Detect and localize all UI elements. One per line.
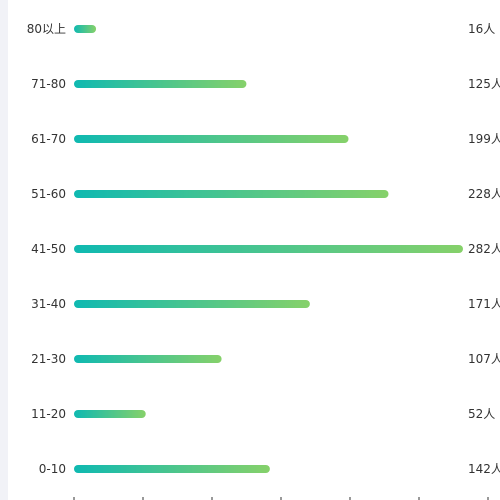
bar-0-10 [74, 465, 270, 473]
category-label: 61-70 [31, 132, 66, 146]
x-axis [73, 496, 500, 500]
bar-80以上 [74, 25, 97, 33]
bars-layer [74, 25, 463, 473]
category-label: 21-30 [31, 352, 66, 366]
value-label: 142人 [468, 462, 500, 476]
value-label: 171人 [468, 297, 500, 311]
bar-31-40 [74, 300, 310, 308]
category-label: 31-40 [31, 297, 66, 311]
category-label: 51-60 [31, 187, 66, 201]
value-label: 228人 [468, 187, 500, 201]
category-label: 11-20 [31, 407, 66, 421]
bar-21-30 [74, 355, 222, 363]
category-label: 41-50 [31, 242, 66, 256]
side-strip [0, 0, 8, 500]
category-label: 71-80 [31, 77, 66, 91]
category-label: 0-10 [39, 462, 66, 476]
category-labels-layer: 80以上 71-80 61-70 51-60 41-50 31-40 21-30 11-20 0… [27, 22, 66, 476]
value-labels-layer: 16人 125人 199人 228人 282人 171人 107人 52人 142人 [468, 22, 500, 476]
bar-51-60 [74, 190, 389, 198]
bar-41-50 [74, 245, 463, 253]
value-label: 107人 [468, 352, 500, 366]
bar-71-80 [74, 80, 247, 88]
value-label: 125人 [468, 77, 500, 91]
value-label: 199人 [468, 132, 500, 146]
value-label: 282人 [468, 242, 500, 256]
bar-61-70 [74, 135, 349, 143]
category-label: 80以上 [27, 22, 66, 36]
value-label: 52人 [468, 407, 495, 421]
value-label: 16人 [468, 22, 495, 36]
bar-11-20 [74, 410, 146, 418]
